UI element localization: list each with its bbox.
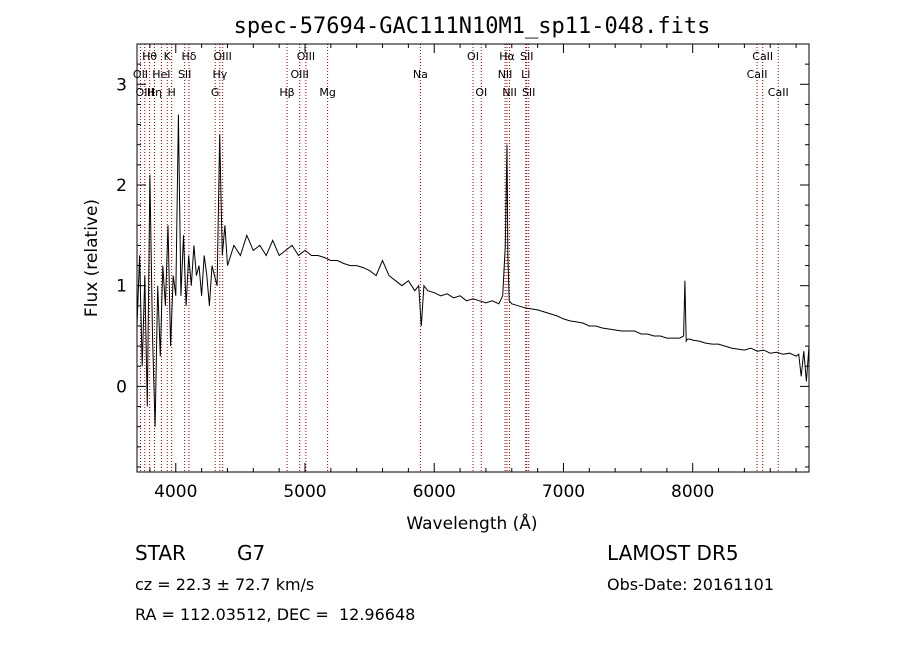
observation-date: Obs-Date: 20161101	[607, 575, 775, 594]
line-marker-label-3: Hη	[147, 86, 162, 99]
x-tick-label-4: 8000	[671, 482, 714, 502]
x-tick-label-3: 7000	[542, 482, 585, 502]
line-marker-label-6: H	[167, 86, 175, 99]
line-marker-label-10: Hγ	[212, 68, 227, 81]
object-subclass: G7	[237, 541, 266, 565]
y-tick-label-0: 0	[116, 377, 127, 397]
survey-name: LAMOST DR5	[607, 541, 739, 565]
object-class: STAR	[135, 541, 186, 565]
line-marker-label-18: OI	[475, 86, 487, 99]
spectrum-line	[136, 114, 810, 427]
line-marker-label-5: K	[164, 50, 172, 63]
line-marker-label-4: HeI	[152, 68, 170, 81]
line-marker-label-0: Hθ	[142, 50, 157, 63]
line-marker-label-25: CaII	[752, 50, 773, 63]
chart-title: spec-57694-GAC111N10M1_sp11-048.fits	[234, 14, 711, 39]
line-marker-label-12: Hβ	[279, 86, 294, 99]
x-axis-label: Wavelength (Å)	[406, 512, 537, 534]
line-marker-label-9: OIII	[213, 50, 231, 63]
line-marker-label-11: G	[211, 86, 220, 99]
line-marker-label-20: NII	[498, 68, 513, 81]
y-tick-label-1: 1	[116, 277, 127, 297]
plot-frame	[136, 43, 810, 473]
line-marker-label-14: OIII	[291, 68, 309, 81]
x-tick-label-2: 6000	[413, 482, 456, 502]
y-tick-label-2: 2	[116, 176, 127, 196]
line-marker-label-7: Hδ	[181, 50, 196, 63]
y-axis-label: Flux (relative)	[82, 199, 102, 317]
line-marker-label-17: OI	[467, 50, 479, 63]
line-marker-label-8: SII	[178, 68, 191, 81]
x-tick-label-0: 4000	[154, 482, 197, 502]
line-marker-label-2: OIII	[136, 86, 154, 99]
line-marker-label-27: CaII	[768, 86, 789, 99]
line-marker-label-23: Li	[521, 68, 530, 81]
axis-ticks: 4000 5000 6000 7000 8000 0 1 2 3	[116, 44, 809, 502]
line-marker-label-13: OIII	[297, 50, 315, 63]
line-marker-label-21: NII	[502, 86, 517, 99]
line-marker-label-15: Mg	[319, 86, 335, 99]
line-marker-label-16: Na	[413, 68, 428, 81]
coordinates: RA = 112.03512, DEC = 12.96648	[135, 605, 416, 624]
line-marker-label-1: OII	[133, 68, 148, 81]
line-marker-label-24: SII	[522, 86, 535, 99]
x-tick-label-1: 5000	[283, 482, 326, 502]
redshift-cz: cz = 22.3 ± 72.7 km/s	[135, 575, 315, 594]
line-marker-label-19: Hα	[499, 50, 515, 63]
y-tick-label-3: 3	[116, 75, 127, 95]
line-marker-label-22: SII	[520, 50, 533, 63]
line-marker-label-26: CaII	[747, 68, 768, 81]
